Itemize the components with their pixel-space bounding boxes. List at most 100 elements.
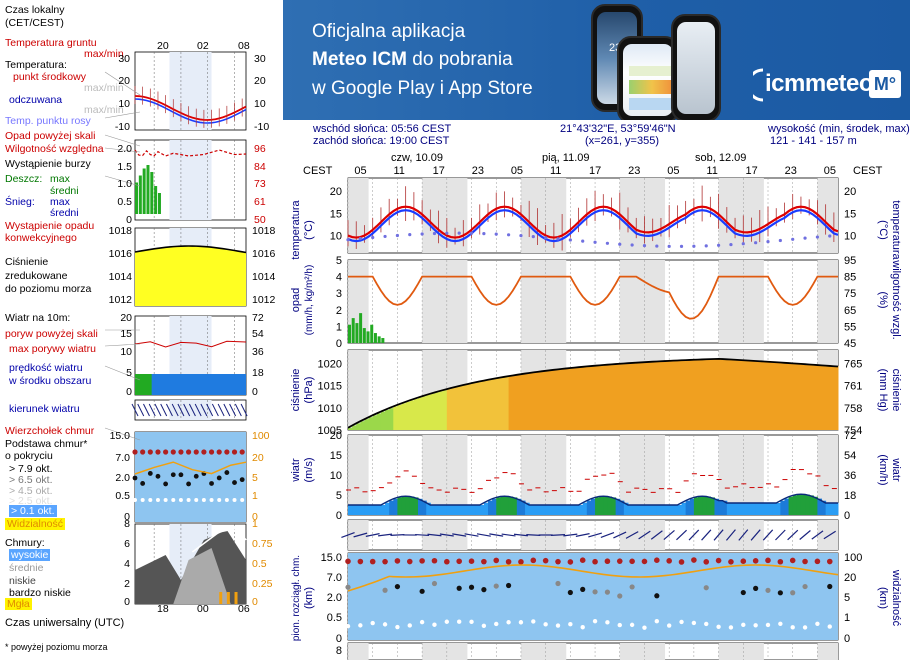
- pressure-area: [619, 363, 625, 430]
- cloud-top-dot: [678, 559, 685, 565]
- cloud-low-dot: [815, 621, 820, 627]
- hour-label: 23: [785, 165, 797, 177]
- legend-wind-arrow: [166, 403, 173, 417]
- cloud-top-dot: [814, 558, 821, 565]
- cloud-top-dot: [604, 558, 611, 565]
- legend-wind-area: [135, 374, 246, 395]
- pressure-area: [792, 363, 798, 430]
- visibility-line: [347, 564, 839, 592]
- wind-arrow: [550, 534, 566, 536]
- felt-temperature-line: [347, 209, 839, 243]
- wind-direction-series: [341, 529, 836, 541]
- wind-area: [356, 505, 361, 515]
- wind-area: [430, 505, 435, 515]
- footnote: * powyżej poziomu morza: [5, 642, 108, 652]
- cloud-axis-label: pion. rozciągł. chm.: [291, 555, 302, 641]
- legend-connector: [104, 134, 141, 147]
- cloud-base-dot: [777, 590, 783, 596]
- legend-cloud-low-dot: [148, 498, 153, 502]
- pressure-area: [681, 360, 687, 430]
- dew-point-dot: [445, 231, 449, 235]
- cloud-top-dot: [802, 558, 808, 565]
- wind-area: [463, 505, 468, 515]
- pressure-area: [479, 381, 485, 430]
- wind-arrow: [575, 533, 590, 537]
- legend-visibility-line: [134, 461, 247, 475]
- hour-label: 05: [824, 165, 836, 177]
- legend-cloud-top-dot: [178, 449, 184, 455]
- legend-wind-arrow: [131, 403, 139, 417]
- humidity-tick: 45: [844, 338, 856, 350]
- cloud-top-dot: [369, 558, 376, 565]
- pressure-area: [677, 360, 683, 430]
- fog-tick-075: 0.75: [252, 538, 273, 550]
- wind-area: [821, 500, 827, 515]
- cloud-top-dot: [493, 557, 500, 564]
- wind-area: [800, 494, 806, 515]
- cloud-tick-15: 15.0: [109, 430, 130, 442]
- pressure-area: [693, 359, 699, 430]
- cloud-base-dot: [654, 593, 660, 599]
- legend-wind-arrow: [160, 403, 168, 417]
- wind-area: [418, 498, 423, 515]
- cloud-top-dot: [703, 559, 710, 565]
- wind-tick-10: 10: [120, 346, 132, 358]
- pressure-area: [368, 417, 374, 430]
- pressure-area: [615, 364, 621, 430]
- hour-label: 17: [433, 165, 445, 177]
- cloud-top-dot: [654, 557, 660, 564]
- legend-wind-arrow: [143, 403, 150, 417]
- cloud-low-dot: [555, 623, 561, 628]
- wind-area: [467, 505, 473, 515]
- wind-arrow: [489, 533, 504, 537]
- night-band-wind: [520, 435, 567, 515]
- wind-kmh-axis-unit: (km/h): [877, 454, 889, 485]
- rain-bar: [348, 324, 351, 343]
- pressure-area: [393, 406, 398, 430]
- cloud-low-dot: [469, 619, 474, 625]
- legend-connector: [104, 343, 141, 347]
- dew-point-dot: [828, 234, 832, 238]
- visibility-tick: 20: [844, 572, 856, 584]
- app-promo-banner[interactable]: Oficjalna aplikacja Meteo ICM do pobrani…: [283, 0, 910, 120]
- meteogram-main: CEST CEST czw, 10.09 pią, 11.09 sob, 12.…: [283, 150, 910, 660]
- coverage-label: o pokryciu: [5, 450, 53, 462]
- pressure-area: [730, 359, 736, 430]
- meteogram-panels: CEST CEST czw, 10.09 pią, 11.09 sob, 12.…: [290, 152, 902, 660]
- wind-area: [483, 502, 489, 515]
- temp-tick-30: 30: [118, 53, 130, 65]
- wind-area: [825, 503, 831, 515]
- rain-bar: [355, 323, 359, 343]
- meteogram-legend: Czas lokalny (CET/CEST) 20 02 08 Tempera…: [0, 0, 283, 660]
- night-band-precip: [520, 260, 567, 343]
- wind-tick-15: 15: [120, 328, 132, 340]
- wind-area: [648, 505, 654, 515]
- wind-area: [558, 505, 563, 515]
- cloud-low-dot: [407, 623, 412, 628]
- dew-point-dot: [803, 236, 807, 240]
- pressure-tick-1014: 1014: [108, 271, 132, 283]
- wind-arrow: [464, 533, 479, 537]
- temp-tick-right: 15: [844, 208, 856, 220]
- pressure-area: [603, 365, 608, 430]
- night-band-temp: [348, 178, 369, 253]
- legend-rain-bar: [150, 172, 154, 214]
- cloud-top-dot: [444, 558, 450, 565]
- cloud-top-dot: [518, 559, 524, 565]
- legend-cloud-base-dot: [193, 473, 199, 479]
- rain-bar: [377, 336, 381, 343]
- cloud-base-dot: [394, 583, 401, 590]
- okt-65-label: > 6.5 okt.: [9, 474, 53, 486]
- legend-wind-arrow: [240, 403, 248, 417]
- bottom-tick: 8: [336, 645, 342, 657]
- legend-connector: [104, 71, 141, 96]
- legend-cloud-low-dot: [217, 498, 222, 502]
- legend-cloud-base-dot: [170, 472, 176, 478]
- pressure-line: [347, 357, 839, 429]
- hour-label: 23: [472, 165, 484, 177]
- legend-pressure-area: [135, 246, 246, 306]
- phone-chart-strip-3: [629, 98, 673, 110]
- dew-point-dot: [630, 243, 634, 247]
- pressure-area: [665, 361, 670, 430]
- wind-arrow: [676, 529, 688, 541]
